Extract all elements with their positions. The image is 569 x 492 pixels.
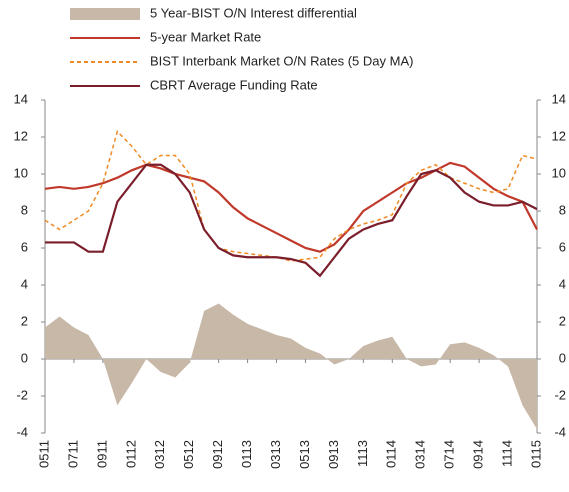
legend-label: CBRT Average Funding Rate <box>150 77 318 92</box>
area <box>45 303 537 430</box>
y2-tick-label: 0 <box>559 350 566 365</box>
x-tick-label: 1114 <box>499 440 514 467</box>
y-tick-label: 0 <box>21 350 28 365</box>
line <box>44 161 538 253</box>
legend-label: 5-year Market Rate <box>150 29 261 44</box>
y2-tick-label: 4 <box>559 276 566 291</box>
line <box>45 163 538 278</box>
line <box>44 129 538 262</box>
y2-tick-label: 12 <box>552 128 566 143</box>
y2-tick-label: 6 <box>559 239 566 254</box>
x-tick-label: 0914 <box>471 440 486 469</box>
y-tick-label: 4 <box>21 276 28 291</box>
y-tick-label: 14 <box>14 91 28 106</box>
legend-label: BIST Interbank Market O/N Rates (5 Day M… <box>150 53 413 68</box>
x-tick-label: 0112 <box>123 440 138 468</box>
y2-tick-label: 2 <box>559 313 566 328</box>
x-tick-label: 0512 <box>181 440 196 469</box>
y2-tick-label: -4 <box>554 424 566 439</box>
x-tick-label: 0312 <box>152 440 167 469</box>
x-tick-label: 0711 <box>65 440 80 468</box>
x-tick-label: 0511 <box>36 440 51 468</box>
y-tick-label: 6 <box>21 239 28 254</box>
x-tick-label: 0513 <box>297 440 312 469</box>
x-tick-label: 0913 <box>326 440 341 469</box>
y2-tick-label: -2 <box>554 387 566 402</box>
x-tick-label: 0314 <box>413 440 428 469</box>
y-tick-label: 8 <box>21 202 28 217</box>
x-tick-label: 0115 <box>528 440 543 468</box>
x-tick-label: 0113 <box>239 440 254 468</box>
legend-swatch <box>70 8 140 20</box>
x-tick-label: 0912 <box>210 440 225 469</box>
x-tick-label: 0714 <box>442 440 457 469</box>
y-tick-label: -2 <box>16 387 28 402</box>
x-tick-label: 0313 <box>268 440 283 469</box>
y-tick-label: 12 <box>14 128 28 143</box>
y-tick-label: 10 <box>14 165 28 180</box>
y-tick-label: -4 <box>16 424 28 439</box>
x-tick-label: 0114 <box>384 440 399 468</box>
x-tick-label: 1113 <box>355 440 370 467</box>
y2-tick-label: 10 <box>552 165 566 180</box>
y-tick-label: 2 <box>21 313 28 328</box>
legend-label: 5 Year-BIST O/N Interest differential <box>150 5 357 20</box>
y2-tick-label: 8 <box>559 202 566 217</box>
y2-tick-label: 14 <box>552 91 566 106</box>
x-tick-label: 0911 <box>94 440 109 468</box>
